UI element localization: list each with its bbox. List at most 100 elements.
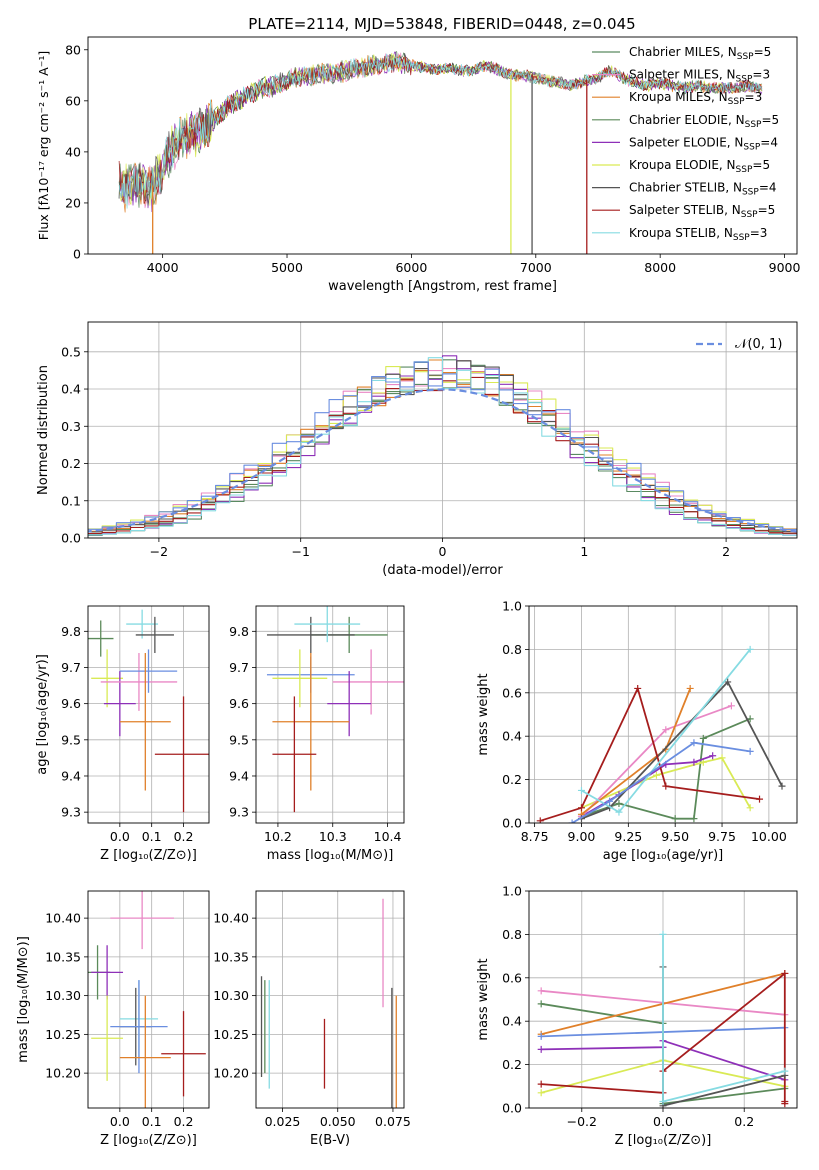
x-tick-label: 0.2 — [174, 829, 194, 844]
plot-area — [536, 645, 786, 823]
weight-marker — [699, 758, 707, 766]
weight-marker — [671, 815, 679, 823]
y-tick-label: 9.8 — [229, 624, 249, 639]
y-tick-label: 0.6 — [502, 970, 522, 985]
spectrum-line — [118, 53, 763, 209]
weight-marker — [577, 786, 585, 794]
x-tick-label: 0.0 — [110, 1114, 130, 1129]
weight-series-line — [581, 681, 783, 820]
y-tick-label: 0.2 — [502, 772, 522, 787]
histogram-step — [88, 357, 797, 537]
weight-series-line — [580, 688, 692, 816]
y-tick-label: 10.35 — [45, 949, 81, 964]
weight-marker — [781, 1067, 789, 1075]
y-tick-label: 9.5 — [61, 732, 81, 747]
x-tick-label: −2 — [150, 544, 168, 559]
weight-series-line — [662, 934, 786, 1103]
weight-marker — [756, 795, 764, 803]
y-axis-label: mass [log₁₀(M/M⊙)] — [16, 936, 31, 1063]
plot-area — [88, 609, 209, 813]
y-tick-label: 40 — [65, 144, 81, 159]
x-tick-label: 10.3 — [319, 829, 347, 844]
y-axis-label: mass weight — [476, 673, 491, 755]
y-tick-label: 20 — [65, 195, 81, 210]
weight-marker — [568, 819, 576, 823]
y-tick-label: 10.35 — [213, 949, 249, 964]
x-axis-label: (data-model)/error — [382, 563, 503, 578]
spectrum-plot: 4000 5000 6000 7000 8000 9000 0 20 40 60 80 wavelen… — [36, 36, 801, 294]
x-tick-label: 0.1 — [142, 1114, 162, 1129]
legend-label: Chabrier ELODIE, NSSP=5 — [629, 113, 779, 130]
legend-label: Salpeter ELODIE, NSSP=4 — [629, 135, 778, 152]
x-tick-label: 1 — [580, 544, 588, 559]
weight-marker — [686, 684, 694, 692]
y-axis-label: Normed distribution — [36, 365, 51, 495]
weight-marker — [537, 1089, 545, 1097]
y-tick-label: 0.4 — [61, 382, 81, 397]
plot-area — [88, 891, 206, 1108]
histogram-step — [88, 361, 797, 532]
y-tick-label: 9.3 — [61, 805, 81, 820]
axes-frame — [528, 890, 798, 1109]
y-tick-label: 10.20 — [213, 1066, 249, 1081]
weight-marker — [615, 808, 623, 816]
legend-label: Chabrier STELIB, NSSP=4 — [629, 181, 777, 198]
weight-marker — [724, 678, 732, 686]
x-tick-label: 9.75 — [708, 829, 736, 844]
legend-label: Salpeter STELIB, NSSP=5 — [629, 203, 775, 220]
weight-marker — [536, 817, 544, 823]
x-tick-label: 0.1 — [142, 829, 162, 844]
weight-marker — [662, 726, 670, 734]
weight-marker — [634, 684, 642, 692]
y-tick-label: 80 — [65, 42, 81, 57]
x-tick-label: 7000 — [520, 260, 552, 275]
x-tick-label: 0.2 — [174, 1114, 194, 1129]
y-tick-label: 10.30 — [213, 988, 249, 1003]
x-tick-label: 9000 — [769, 260, 801, 275]
weight-marker — [718, 754, 726, 762]
legend-label: 𝒩(0, 1) — [735, 337, 782, 352]
legend-label: Chabrier MILES, NSSP=5 — [629, 45, 771, 62]
x-tick-label: 0.0 — [653, 1114, 673, 1129]
x-tick-label: 0.0 — [110, 829, 130, 844]
x-axis-label: wavelength [Angstrom, rest frame] — [328, 279, 557, 294]
x-tick-label: 10.00 — [751, 829, 787, 844]
y-tick-label: 0.4 — [502, 1014, 522, 1029]
y-tick-label: 10.20 — [45, 1066, 81, 1081]
residual-histogram-plot: −2 −1 0 1 2 0.0 0.1 0.2 0.3 0.4 0.5 (data-model)/er… — [36, 321, 798, 578]
weight-marker — [537, 987, 545, 995]
weight-marker — [709, 752, 717, 760]
plot-area — [260, 898, 397, 1108]
legend-label: Kroupa STELIB, NSSP=3 — [629, 226, 767, 243]
weight-marker — [778, 782, 786, 790]
legend-label: Kroupa ELODIE, NSSP=5 — [629, 158, 770, 175]
weight-marker — [606, 797, 614, 805]
y-tick-label: 9.8 — [61, 624, 81, 639]
plot-area — [537, 930, 789, 1108]
y-tick-label: 0.0 — [502, 1101, 522, 1116]
mass-weight-vs-metallicity-plot: −0.2 0.0 0.2 0.0 0.2 0.4 0.6 0.8 1.0 Z [log₁₀(Z/Z… — [476, 884, 798, 1148]
figure-title: PLATE=2114, MJD=53848, FIBERID=0448, z=0… — [248, 15, 635, 33]
weight-marker — [662, 782, 670, 790]
x-tick-label: 10.4 — [374, 829, 402, 844]
x-tick-label: 6000 — [395, 260, 427, 275]
weight-marker — [699, 734, 707, 742]
y-tick-label: 0.3 — [61, 419, 81, 434]
weight-marker — [690, 739, 698, 747]
y-tick-label: 9.4 — [61, 768, 81, 783]
y-tick-label: 60 — [65, 93, 81, 108]
x-tick-label: 9.25 — [614, 829, 642, 844]
x-tick-label: 0.075 — [375, 1114, 411, 1129]
y-tick-label: 9.7 — [229, 660, 249, 675]
age-vs-mass-plot: 10.2 10.3 10.4 9.3 9.4 9.5 9.6 9.7 9.8 mass [log₁… — [229, 605, 405, 863]
weight-marker — [781, 969, 789, 977]
y-tick-label: 10.40 — [45, 911, 81, 926]
mass-vs-metallicity-plot: 0.0 0.1 0.2 10.20 10.25 10.30 10.35 10.40 Z [log… — [16, 890, 210, 1148]
y-tick-label: 10.30 — [45, 988, 81, 1003]
x-axis-label: age [log₁₀(age/yr)] — [603, 848, 724, 863]
y-tick-label: 10.25 — [213, 1027, 249, 1042]
weight-marker — [577, 804, 585, 812]
y-tick-label: 9.3 — [229, 805, 249, 820]
weight-marker — [537, 1032, 545, 1040]
